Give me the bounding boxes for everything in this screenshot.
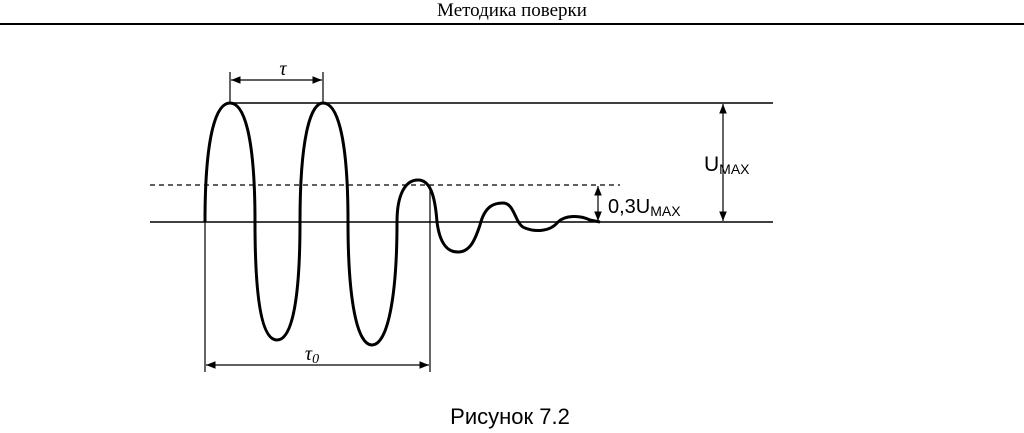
tau-label: τ: [279, 58, 287, 80]
label-base: τ: [305, 343, 313, 365]
label-base: U: [704, 153, 719, 176]
label-sub: MAX: [650, 203, 681, 219]
tau0-label: τ0: [305, 343, 319, 367]
label-sub: 0: [312, 352, 319, 367]
label-sub: MAX: [719, 161, 750, 177]
umax-label: UMAX: [704, 153, 750, 177]
waveform: [203, 101, 601, 347]
threshold-label: 0,3UMAX: [608, 196, 681, 219]
header-title: Методика поверки: [437, 0, 587, 21]
figure-caption: Рисунок 7.2: [450, 404, 570, 429]
label-base: 0,3U: [608, 196, 650, 218]
